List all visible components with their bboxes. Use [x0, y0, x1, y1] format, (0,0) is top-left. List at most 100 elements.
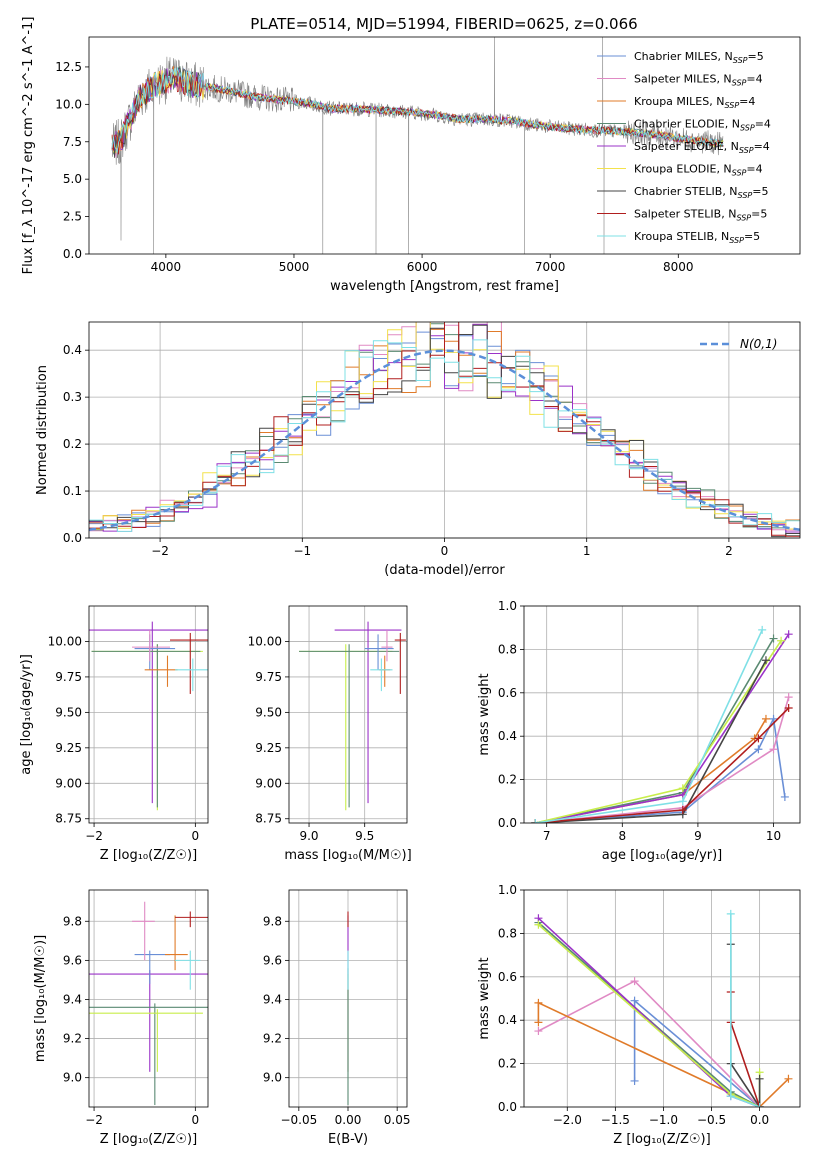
y-tick-label: 9.50: [255, 705, 282, 719]
x-axis-label: age [log₁₀(age/yr)]: [602, 848, 723, 863]
y-tick-label: 0.0: [498, 1100, 517, 1114]
legend-entry: Kroupa MILES, NSSP=4: [634, 95, 755, 110]
x-axis-label: Z [log₁₀(Z/Z☉)]: [613, 1132, 710, 1147]
legend-nssp-subscript: SSP: [736, 214, 751, 223]
x-axis-label: wavelength [Angstrom, rest frame]: [330, 279, 559, 294]
x-tick-label: 9: [694, 829, 702, 843]
legend-entry: Kroupa ELODIE, NSSP=4: [634, 163, 763, 178]
y-tick-label: 0.6: [498, 686, 517, 700]
legend-nssp-value: 4: [756, 73, 763, 86]
mass-vs-EBV-panel: [285, 889, 408, 1111]
legend-model-name: Salpeter ELODIE: [634, 140, 724, 153]
legend-nssp-equals: =: [754, 140, 763, 153]
legend-nssp-label: , N: [716, 163, 731, 176]
series-salpeter-elodie: [535, 633, 790, 823]
data-point-marker: [678, 805, 687, 814]
axes-frame: [288, 605, 408, 824]
legend-entry: Kroupa STELIB, NSSP=5: [634, 230, 760, 245]
legend-nssp-equals: =: [746, 73, 755, 86]
legend-nssp-subscript: SSP: [738, 191, 753, 200]
data-point-marker: [678, 797, 687, 806]
x-tick-label: 4000: [151, 260, 182, 274]
data-point-marker: [534, 1018, 543, 1027]
legend-nssp-subscript: SSP: [740, 124, 755, 133]
legend-nssp-label: , N: [709, 95, 724, 108]
y-tick-label: 9.2: [63, 1032, 82, 1046]
x-tick-label: −1: [293, 544, 311, 558]
legend-nssp-value: 5: [757, 50, 764, 63]
x-axis-label: Z [log₁₀(Z/Z☉)]: [100, 1132, 197, 1147]
legend-nssp-value: 5: [753, 230, 760, 243]
legend-nssp-equals: =: [755, 118, 764, 131]
y-tick-label: 9.6: [63, 953, 82, 967]
legend-nssp-equals: =: [751, 208, 760, 221]
legend-nssp-label: , N: [718, 50, 733, 63]
weight-vs-Z-plot-area: [534, 909, 793, 1107]
y-axis-label: mass [log₁₀(M/M☉)]: [33, 935, 48, 1062]
x-tick-label: 0.05: [384, 1113, 411, 1127]
y-tick-label: 0.0: [63, 531, 82, 545]
mass-vs-Z-plot-area: [89, 901, 208, 1106]
x-tick-label: 0: [192, 829, 200, 843]
gaussian-curve: [89, 349, 800, 532]
legend-entry: Salpeter STELIB, NSSP=5: [634, 208, 767, 223]
x-tick-label: 9.0: [299, 829, 318, 843]
legend-nssp-subscript: SSP: [724, 101, 739, 110]
y-tick-label: 0.2: [498, 773, 517, 787]
legend-nssp-label: , N: [721, 208, 736, 221]
y-axis-label: mass weight: [477, 957, 492, 1039]
weight-vs-age-panel: [520, 605, 801, 827]
legend-model-name: Kroupa ELODIE: [634, 163, 716, 176]
model-line-kroupa-stelib: [111, 67, 724, 153]
legend-nssp-equals: =: [752, 185, 761, 198]
x-tick-label: 2: [725, 544, 733, 558]
y-tick-label: 9.25: [55, 741, 82, 755]
age-vs-Z-plot-area: [89, 621, 208, 811]
legend-nssp-value: 4: [764, 118, 771, 131]
legend-model-name: Salpeter STELIB: [634, 208, 721, 221]
x-axis-label: (data-model)/error: [384, 563, 505, 578]
x-tick-label: −1.0: [649, 1113, 678, 1127]
data-point-marker: [678, 784, 687, 793]
axes-frame: [88, 36, 801, 255]
y-tick-label: 1.0: [498, 599, 517, 613]
legend-nssp-label: , N: [724, 140, 739, 153]
data-point-marker: [784, 1074, 793, 1083]
legend-nssp-value: 5: [760, 208, 767, 221]
y-tick-label: 9.75: [55, 670, 82, 684]
y-tick-label: 9.00: [255, 776, 282, 790]
legend-nssp-subscript: SSP: [729, 236, 744, 245]
data-point-marker: [726, 1092, 735, 1101]
data-point-marker: [784, 703, 793, 712]
x-tick-label: 9.5: [355, 829, 374, 843]
legend-nssp-subscript: SSP: [733, 56, 748, 65]
x-tick-label: 0.0: [750, 1113, 769, 1127]
y-tick-label: 9.75: [255, 670, 282, 684]
legend-nssp-label: , N: [716, 73, 731, 86]
y-axis-label: Flux [f_λ 10^-17 erg cm^-2 s^-1 A^-1]: [21, 17, 36, 275]
x-tick-label: 0: [192, 1113, 200, 1127]
data-point-marker: [630, 1076, 639, 1085]
data-point-marker: [769, 634, 778, 643]
y-axis-label: mass weight: [477, 673, 492, 755]
y-tick-label: 9.50: [55, 705, 82, 719]
legend-model-name: Kroupa STELIB: [634, 230, 714, 243]
legend-entry: Chabrier MILES, NSSP=5: [634, 50, 764, 65]
data-point-marker: [755, 1074, 764, 1083]
x-tick-label: −1.5: [601, 1113, 630, 1127]
x-tick-label: 6000: [407, 260, 438, 274]
legend-nssp-label: , N: [714, 230, 729, 243]
series-salpeter-stelib: [729, 992, 761, 1107]
y-tick-label: 9.00: [55, 776, 82, 790]
legend-model-name: Chabrier STELIB: [634, 185, 722, 198]
legend-nssp-equals: =: [747, 50, 756, 63]
x-tick-label: −2: [85, 1113, 103, 1127]
legend-model-name: Chabrier ELODIE: [634, 118, 725, 131]
y-tick-label: 10.00: [48, 634, 82, 648]
spectrum-plot-area: [111, 37, 724, 254]
x-axis-label: E(B-V): [328, 1132, 368, 1147]
y-tick-label: 9.4: [263, 992, 282, 1006]
y-tick-label: 0.3: [63, 390, 82, 404]
